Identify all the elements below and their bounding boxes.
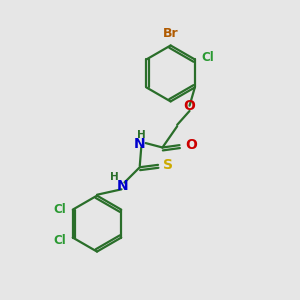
Text: O: O [185,138,197,152]
Text: Br: Br [163,27,178,40]
Text: N: N [117,179,129,193]
Text: N: N [134,137,145,151]
Text: O: O [184,99,196,113]
Text: Cl: Cl [53,234,66,247]
Text: S: S [163,158,173,172]
Text: H: H [110,172,119,182]
Text: H: H [137,130,146,140]
Text: Cl: Cl [53,203,66,216]
Text: Cl: Cl [201,52,214,64]
